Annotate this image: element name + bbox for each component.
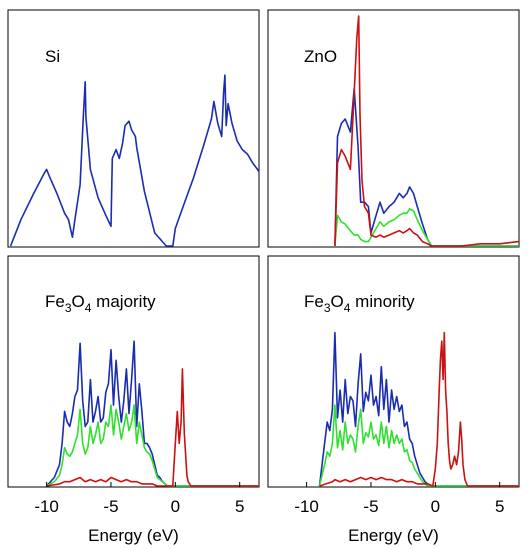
panel-si-plot [9, 74, 259, 247]
panel-fe3o4-majority-xlabel: Energy (eV) [88, 526, 179, 545]
panel-fe3o4-minority-frame [267, 255, 520, 488]
series-red-line [46, 368, 259, 487]
x-tick-label: -5 [103, 497, 118, 516]
panel-fe3o4-minority-plot [318, 331, 519, 487]
panel-fe3o4-minority: Fe3O4 minority -10 -5 0 5 Energy (eV) [267, 255, 520, 545]
x-tick-label: -5 [363, 497, 378, 516]
panel-fe3o4-majority-ticks: -10 -5 0 5 [34, 482, 244, 516]
panel-fe3o4-majority-frame [7, 255, 260, 488]
panel-si-frame [7, 9, 260, 248]
x-tick-label: -10 [294, 497, 319, 516]
panel-zno-plot [334, 15, 519, 247]
panel-si: Si [7, 9, 260, 248]
series-blue-line [9, 74, 259, 247]
panel-fe3o4-minority-xlabel: Energy (eV) [348, 526, 439, 545]
x-tick-label: 0 [171, 497, 180, 516]
panel-zno-title: ZnO [304, 47, 337, 66]
panel-fe3o4-minority-title: Fe3O4 minority [304, 292, 415, 315]
panel-si-title: Si [45, 47, 60, 66]
panel-zno: ZnO [267, 9, 520, 248]
x-tick-label: 5 [235, 497, 244, 516]
series-red-line [334, 15, 519, 247]
panel-fe3o4-majority-plot [46, 340, 259, 487]
panel-fe3o4-minority-ticks: -10 -5 0 5 [294, 482, 504, 516]
series-blue-line [318, 331, 519, 487]
series-green-line [46, 404, 259, 487]
series-green-line [334, 208, 519, 247]
x-tick-label: -10 [34, 497, 59, 516]
panel-zno-frame [267, 9, 520, 248]
panel-fe3o4-majority: Fe3O4 majority -10 -5 0 5 Energy (eV) [7, 255, 260, 545]
x-tick-label: 0 [431, 497, 440, 516]
series-green-line [318, 404, 519, 487]
x-tick-label: 5 [495, 497, 504, 516]
panel-fe3o4-majority-title: Fe3O4 majority [45, 292, 156, 315]
series-red-line [319, 331, 519, 487]
series-blue-line [334, 87, 519, 247]
